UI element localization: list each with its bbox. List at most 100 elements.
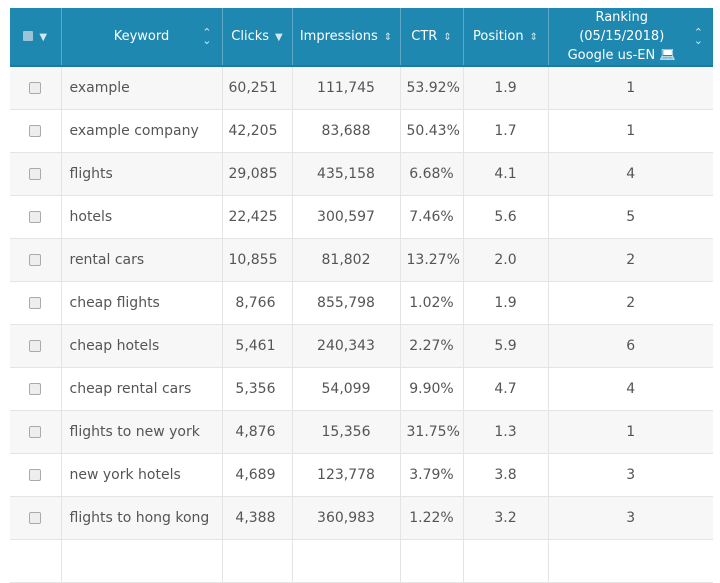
keyword-cell: rental cars (61, 238, 223, 282)
keyword-cell: cheap rental cars (61, 367, 223, 411)
position-cell: 2.0 (463, 238, 549, 282)
row-checkbox[interactable] (29, 254, 42, 266)
impressions-cell: 123,778 (292, 453, 401, 497)
ranking-cell: 2 (548, 281, 713, 325)
ctr-cell: 31.75% (400, 410, 464, 454)
row-checkbox[interactable] (29, 168, 42, 180)
table-row[interactable]: example company 42,205 83,688 50.43% 1.7… (10, 109, 713, 153)
table-row[interactable]: cheap rental cars 5,356 54,099 9.90% 4.7… (10, 367, 713, 411)
impressions-cell: 240,343 (292, 324, 401, 368)
impressions-cell: 855,798 (292, 281, 401, 325)
clicks-header[interactable]: Clicks ▼ (222, 8, 293, 67)
clicks-cell: 5,461 (222, 324, 293, 368)
keyword-cell: flights to new york (61, 410, 223, 454)
table-row[interactable]: flights to new york 4,876 15,356 31.75% … (10, 410, 713, 454)
sort-updown-icon[interactable]: ⇕ (529, 31, 538, 43)
impressions-cell: 83,688 (292, 109, 401, 153)
table-row[interactable]: hotels 22,425 300,597 7.46% 5.6 5 (10, 195, 713, 239)
keyword-cell: flights (61, 152, 223, 196)
position-cell: 1.7 (463, 109, 549, 153)
keyword-table: ▼ Keyword ⌃ ⌄ Clicks ▼ Impressions ⇕ CTR ⇕ Po… (10, 8, 713, 583)
ctr-cell: 53.92% (400, 66, 464, 110)
keyword-cell: cheap hotels (61, 324, 223, 368)
position-header[interactable]: Position ⇕ (463, 8, 549, 67)
ranking-cell: 2 (548, 238, 713, 282)
position-cell: 5.9 (463, 324, 549, 368)
sort-updown-icon[interactable]: ⌃ ⌄ (202, 25, 212, 47)
table-row[interactable]: example 60,251 111,745 53.92% 1.9 1 (10, 66, 713, 110)
position-cell: 4.1 (463, 152, 549, 196)
sort-updown-icon[interactable]: ⌃ ⌄ (693, 25, 703, 47)
clicks-cell: 60,251 (222, 66, 293, 110)
clicks-cell: 4,689 (222, 453, 293, 497)
impressions-header[interactable]: Impressions ⇕ (292, 8, 401, 67)
ranking-cell: 3 (548, 496, 713, 540)
row-checkbox[interactable] (29, 340, 42, 352)
ctr-cell: 6.68% (400, 152, 464, 196)
keyword-cell: hotels (61, 195, 223, 239)
row-checkbox[interactable] (29, 512, 42, 524)
clicks-cell: 29,085 (222, 152, 293, 196)
clicks-cell: 5,356 (222, 367, 293, 411)
table-row[interactable]: cheap hotels 5,461 240,343 2.27% 5.9 6 (10, 324, 713, 368)
row-checkbox[interactable] (29, 125, 42, 137)
impressions-cell: 435,158 (292, 152, 401, 196)
ctr-cell: 7.46% (400, 195, 464, 239)
keyword-cell: example company (61, 109, 223, 153)
laptop-icon: 💻︎ (659, 48, 676, 63)
impressions-cell: 54,099 (292, 367, 401, 411)
ctr-cell: 3.79% (400, 453, 464, 497)
position-cell: 1.9 (463, 281, 549, 325)
ranking-cell: 5 (548, 195, 713, 239)
ctr-cell: 50.43% (400, 109, 464, 153)
row-checkbox[interactable] (29, 297, 42, 309)
clicks-cell: 10,855 (222, 238, 293, 282)
sort-updown-icon[interactable]: ⇕ (383, 31, 393, 43)
ranking-cell: 1 (548, 66, 713, 110)
select-all-checkbox[interactable] (23, 31, 34, 41)
row-checkbox[interactable] (29, 82, 42, 94)
table-row[interactable]: new york hotels 4,689 123,778 3.79% 3.8 … (10, 453, 713, 497)
position-cell: 4.7 (463, 367, 549, 411)
row-checkbox[interactable] (29, 469, 42, 481)
impressions-cell: 15,356 (292, 410, 401, 454)
ranking-cell: 4 (548, 367, 713, 411)
ranking-cell: 1 (548, 109, 713, 153)
table-row[interactable]: rental cars 10,855 81,802 13.27% 2.0 2 (10, 238, 713, 282)
clicks-cell: 4,388 (222, 496, 293, 540)
ctr-cell: 1.22% (400, 496, 464, 540)
keyword-cell: flights to hong kong (61, 496, 223, 540)
position-cell: 3.2 (463, 496, 549, 540)
clicks-cell: 4,876 (222, 410, 293, 454)
table-row[interactable]: flights 29,085 435,158 6.68% 4.1 4 (10, 152, 713, 196)
keyword-cell: new york hotels (61, 453, 223, 497)
caret-down-icon[interactable]: ▼ (39, 31, 48, 43)
ctr-cell: 2.27% (400, 324, 464, 368)
keyword-header[interactable]: Keyword ⌃ ⌄ (61, 8, 223, 67)
ranking-cell: 3 (548, 453, 713, 497)
impressions-cell: 81,802 (292, 238, 401, 282)
impressions-cell: 300,597 (292, 195, 401, 239)
impressions-cell: 360,983 (292, 496, 401, 540)
keyword-cell: example (61, 66, 223, 110)
position-cell: 3.8 (463, 453, 549, 497)
table-row-partial (10, 539, 713, 583)
row-checkbox[interactable] (29, 426, 42, 438)
sort-updown-icon[interactable]: ⇕ (443, 31, 452, 43)
row-checkbox[interactable] (29, 383, 42, 395)
position-cell: 5.6 (463, 195, 549, 239)
ctr-cell: 9.90% (400, 367, 464, 411)
position-cell: 1.3 (463, 410, 549, 454)
ctr-header[interactable]: CTR ⇕ (400, 8, 464, 67)
ranking-cell: 1 (548, 410, 713, 454)
keyword-cell: cheap flights (61, 281, 223, 325)
impressions-cell: 111,745 (292, 66, 401, 110)
ranking-cell: 4 (548, 152, 713, 196)
row-checkbox[interactable] (29, 211, 42, 223)
table-row[interactable]: cheap flights 8,766 855,798 1.02% 1.9 2 (10, 281, 713, 325)
select-all-header[interactable]: ▼ (10, 8, 62, 67)
ranking-cell: 6 (548, 324, 713, 368)
sort-desc-icon[interactable]: ▼ (275, 31, 283, 43)
ranking-header[interactable]: Ranking (05/15/2018) Google us-EN 💻︎ ⌃ ⌄ (548, 8, 713, 67)
table-row[interactable]: flights to hong kong 4,388 360,983 1.22%… (10, 496, 713, 540)
